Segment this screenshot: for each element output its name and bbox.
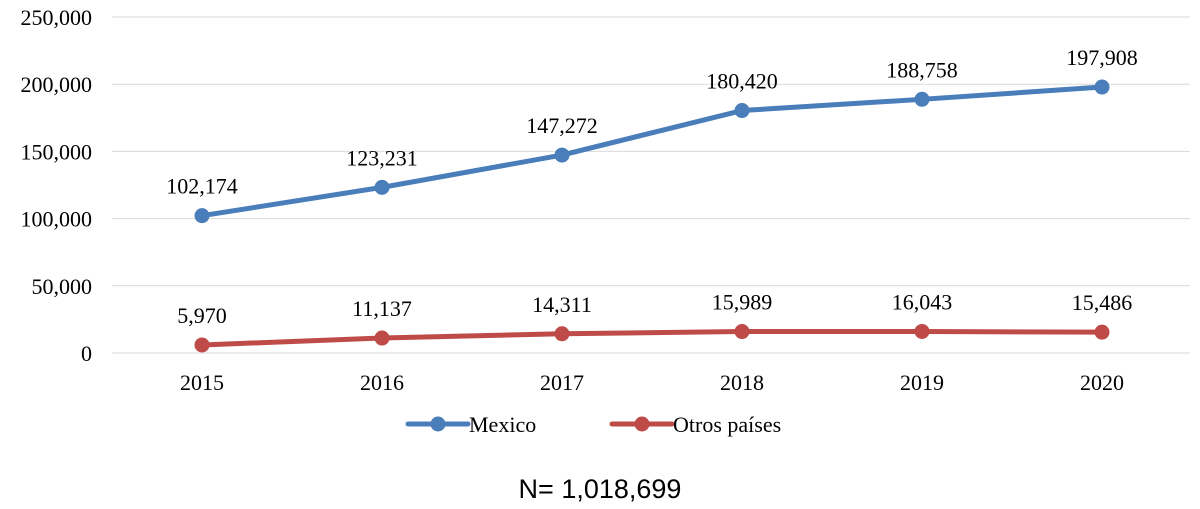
gridlines xyxy=(112,16,1190,354)
legend-swatch-marker xyxy=(634,416,650,432)
data-point xyxy=(734,103,750,119)
x-tick-label: 2019 xyxy=(900,370,944,395)
x-tick-label: 2015 xyxy=(180,370,224,395)
data-point xyxy=(374,330,390,346)
data-label: 147,272 xyxy=(526,113,598,138)
data-point xyxy=(194,337,210,353)
y-tick-label: 0 xyxy=(81,341,92,366)
data-point xyxy=(734,324,750,340)
series-2 xyxy=(194,323,1110,353)
legend-swatch-marker xyxy=(430,416,446,432)
data-label: 5,970 xyxy=(177,303,227,328)
legend-item: Otros países xyxy=(609,412,781,437)
y-tick-label: 200,000 xyxy=(21,72,93,97)
legend-item: Mexico xyxy=(405,412,536,437)
data-label: 15,989 xyxy=(712,290,773,315)
y-tick-label: 250,000 xyxy=(21,5,93,30)
x-tick-label: 2018 xyxy=(720,370,764,395)
y-tick-label: 150,000 xyxy=(21,139,93,164)
series-line xyxy=(199,84,1105,219)
data-label: 197,908 xyxy=(1066,45,1138,70)
data-labels: 102,174 123,231 147,272 180,420 188,758 197,9… xyxy=(166,45,1138,328)
series-1 xyxy=(194,79,1110,224)
data-point xyxy=(914,323,930,339)
line-chart: 0 50,000 100,000 150,000 200,000 250,000 2015… xyxy=(21,5,1190,437)
legend-label: Mexico xyxy=(469,412,536,437)
data-point xyxy=(374,179,390,195)
data-point xyxy=(554,147,570,163)
data-point xyxy=(554,326,570,342)
data-label: 15,486 xyxy=(1072,290,1133,315)
data-label: 102,174 xyxy=(166,174,238,199)
x-tick-label: 2020 xyxy=(1080,370,1124,395)
data-point xyxy=(914,91,930,107)
sample-size-note: N= 1,018,699 xyxy=(518,474,682,504)
data-point xyxy=(194,208,210,224)
data-label: 16,043 xyxy=(892,289,953,314)
data-label: 188,758 xyxy=(886,57,958,82)
data-label: 180,420 xyxy=(706,69,778,94)
x-axis-tick-labels: 2015 2016 2017 2018 2019 2020 xyxy=(180,370,1124,395)
legend-label: Otros países xyxy=(673,412,781,437)
data-point xyxy=(1094,79,1110,95)
series-lines xyxy=(194,79,1110,353)
x-tick-label: 2017 xyxy=(540,370,584,395)
x-tick-label: 2016 xyxy=(360,370,404,395)
data-point xyxy=(1094,324,1110,340)
y-axis-tick-labels: 0 50,000 100,000 150,000 200,000 250,000 xyxy=(21,5,93,366)
data-label: 14,311 xyxy=(532,292,592,317)
legend: Mexico Otros países xyxy=(405,412,781,437)
y-tick-label: 50,000 xyxy=(32,274,93,299)
series-line xyxy=(199,328,1105,348)
data-label: 11,137 xyxy=(352,296,412,321)
y-tick-label: 100,000 xyxy=(21,207,93,232)
data-label: 123,231 xyxy=(346,145,418,170)
